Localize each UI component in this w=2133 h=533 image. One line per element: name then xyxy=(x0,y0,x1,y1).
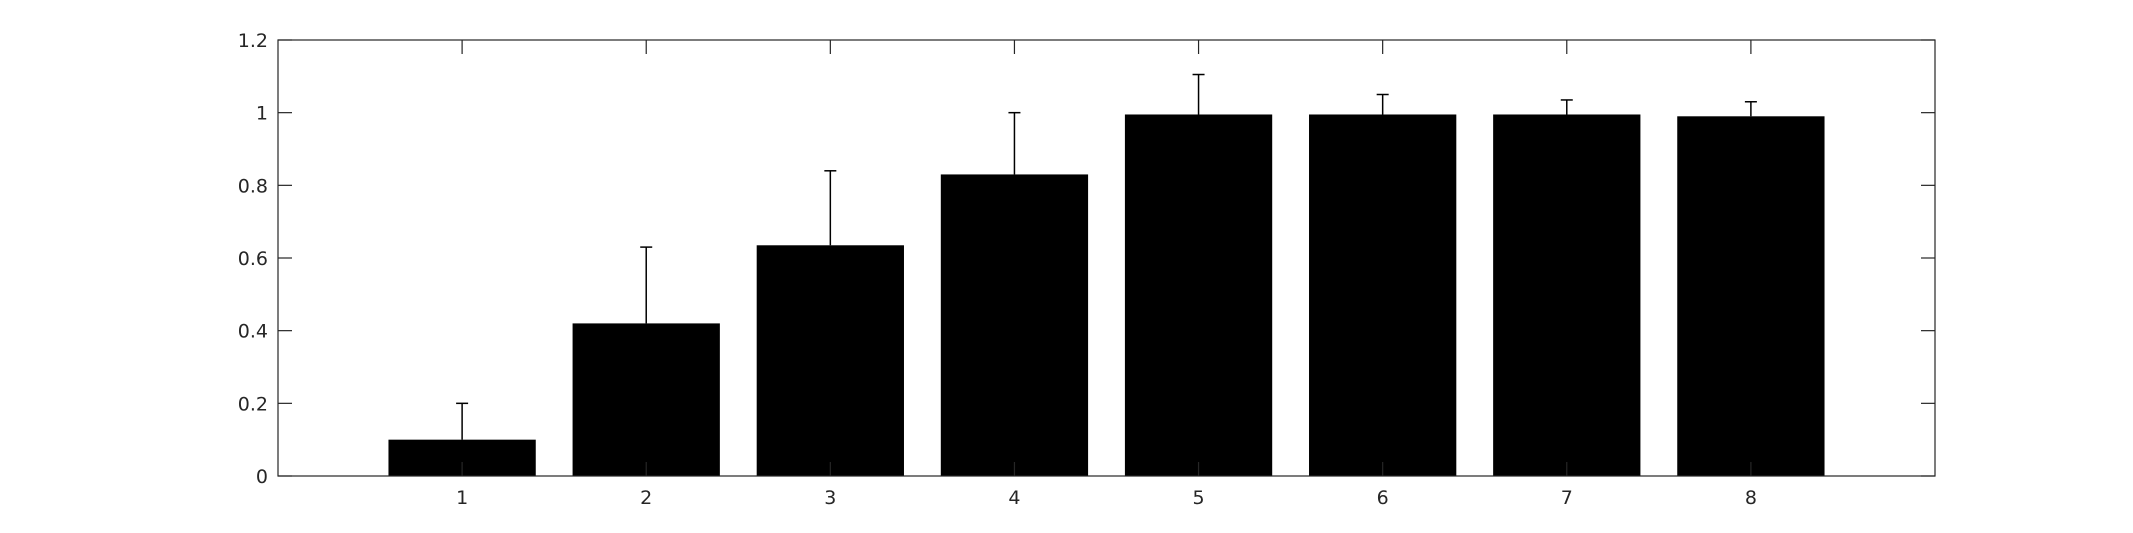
error-bars-group xyxy=(456,73,1757,440)
bar-8 xyxy=(1677,116,1825,477)
bar-3 xyxy=(756,245,904,476)
y-tick-label: 0 xyxy=(256,466,268,488)
y-tick-label: 0.8 xyxy=(238,175,268,197)
x-tick-label: 7 xyxy=(1561,487,1573,509)
x-tick-label: 3 xyxy=(824,487,836,509)
x-tick-label: 6 xyxy=(1377,487,1389,509)
x-tick-label: 5 xyxy=(1193,487,1205,509)
x-tick-label: 2 xyxy=(640,487,652,509)
y-tick-label: 0.6 xyxy=(238,248,268,270)
x-tick-label: 4 xyxy=(1008,487,1020,509)
tick-labels-group: 0 0.2 0.4 0.6 0.8 1 1.2 1 2 3 4 5 6 7 8 xyxy=(238,30,1757,509)
bar-7 xyxy=(1493,114,1641,476)
ticks-group xyxy=(278,39,1935,477)
bars-group xyxy=(388,114,1825,477)
y-tick-label: 0.4 xyxy=(238,321,268,343)
x-tick-label: 8 xyxy=(1745,487,1757,509)
bar-4 xyxy=(940,174,1089,476)
y-tick-label: 1 xyxy=(256,103,268,125)
bar-6 xyxy=(1309,114,1457,476)
y-tick-label: 1.2 xyxy=(238,30,268,52)
x-tick-label: 1 xyxy=(456,487,468,509)
bar-2 xyxy=(572,323,720,476)
bar-5 xyxy=(1124,114,1273,476)
y-tick-label: 0.2 xyxy=(238,393,268,415)
